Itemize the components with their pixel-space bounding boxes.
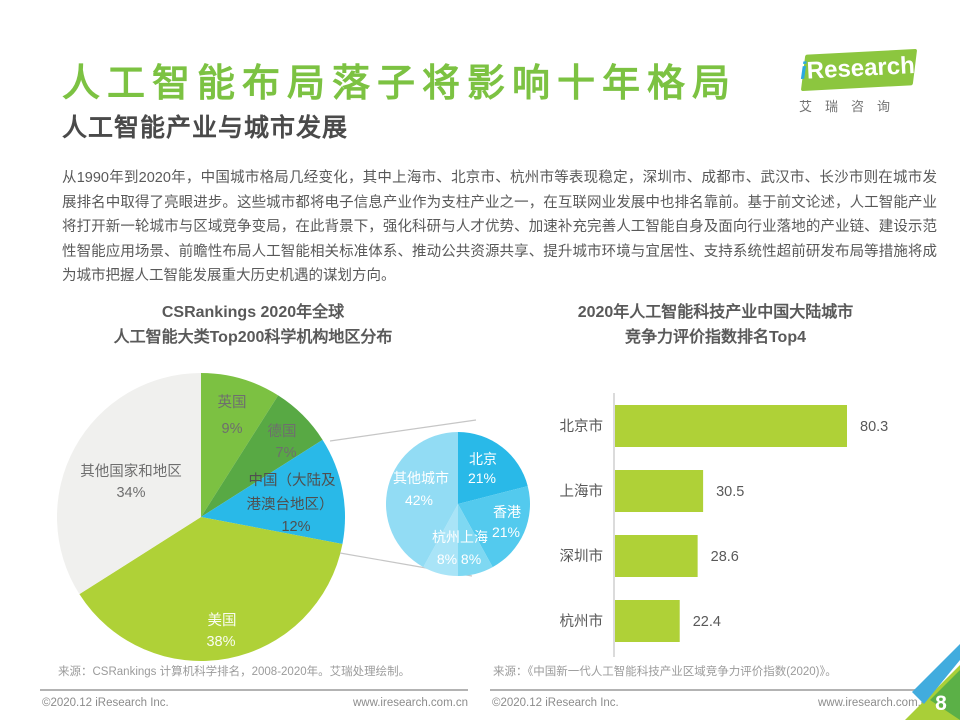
pie-slice-label: 北京	[469, 451, 497, 467]
footer-divider-right	[490, 689, 935, 691]
corner-green-triangle	[930, 670, 960, 720]
bar-chart-title-line1: 2020年人工智能科技产业中国大陆城市	[577, 304, 854, 321]
pie-chart-title-line2: 人工智能大类Top200科学机构地区分布	[113, 329, 393, 346]
pie-slice-label: 21%	[468, 470, 496, 486]
pie-slice	[201, 395, 323, 517]
pie-slice	[458, 486, 530, 568]
bar-category-label: 北京市	[560, 418, 604, 435]
callout-line-top	[329, 419, 477, 442]
logo-research-text: Research	[806, 52, 916, 85]
pie-slice-label: 美国	[208, 612, 237, 629]
pie-slice-label: 其他城市	[393, 470, 449, 486]
pie-slice	[79, 517, 343, 662]
pie-slice-label: 12%	[281, 519, 310, 535]
copyright-left: ©2020.12 iResearch Inc.	[42, 697, 169, 709]
bar-value-label: 30.5	[716, 484, 744, 500]
bar-value-label: 80.3	[860, 419, 888, 435]
pie-slice-label: 港澳台地区）	[247, 496, 334, 513]
source-note-left: 来源：CSRankings 计算机科学排名，2008-2020年。艾瑞处理绘制。	[58, 666, 411, 678]
bar-category-label: 深圳市	[560, 548, 604, 565]
pie-slice	[201, 439, 345, 544]
iresearch-logo: iResearch 艾瑞咨询	[793, 47, 921, 116]
bar-category-label: 上海市	[560, 483, 604, 500]
pie-slice-label: 42%	[405, 492, 433, 508]
page-number: 8	[935, 692, 947, 715]
pie-slice	[386, 432, 458, 568]
source-note-right: 来源：《中国新一代人工智能科技产业区域竞争力评价指数(2020)》。	[493, 666, 837, 678]
pie-slice-label: 香港	[493, 504, 521, 520]
site-url-right[interactable]: www.iresearch.com.cn	[817, 697, 933, 709]
copyright-right: ©2020.12 iResearch Inc.	[492, 697, 619, 709]
body-paragraph: 从1990年到2020年，中国城市格局几经变化，其中上海市、北京市、杭州市等表现…	[62, 170, 937, 284]
pie-slice-label: 34%	[116, 485, 145, 501]
bar	[615, 535, 698, 577]
pie-chart-title-line1: CSRankings 2020年全球	[161, 304, 345, 321]
pie-slice	[458, 432, 528, 504]
bar	[615, 405, 847, 447]
logo-caption: 艾瑞咨询	[799, 99, 904, 114]
pie-slice-label: 21%	[492, 524, 520, 540]
pie-slice-label: 38%	[206, 634, 235, 650]
pie-slice-label-combined: 8% 8%	[437, 551, 481, 567]
site-url-left[interactable]: www.iresearch.com.cn	[352, 697, 468, 709]
page-title: 人工智能布局落子将影响十年格局	[62, 63, 738, 105]
bar-chart-title: 2020年人工智能科技产业中国大陆城市 竞争力评价指数排名Top4	[503, 300, 928, 350]
bar-value-label: 22.4	[693, 614, 721, 630]
pie-slice-label: 9%	[222, 421, 243, 437]
pie-slice-label: 其他国家和地区	[80, 463, 182, 480]
logo-wordmark: iResearch	[794, 47, 921, 93]
pie-slice-label: 7%	[276, 445, 297, 461]
pie-slice	[423, 504, 458, 576]
bar	[615, 600, 680, 642]
pie-slice-label-combined: 杭州上海	[432, 529, 488, 545]
corner-decoration: 8	[905, 644, 960, 720]
footer-divider-left	[40, 689, 468, 691]
bar-chart-title-line2: 竞争力评价指数排名Top4	[624, 329, 807, 346]
pie-slice-label: 中国（大陆及	[249, 472, 336, 489]
bar-value-label: 28.6	[711, 549, 739, 565]
pie-slice	[56, 373, 201, 595]
bar-category-label: 杭州市	[560, 613, 604, 630]
pie-chart-title: CSRankings 2020年全球 人工智能大类Top200科学机构地区分布	[23, 300, 483, 350]
bar	[615, 470, 704, 512]
pie-slice	[458, 504, 493, 576]
pie-slice-label: 德国	[268, 423, 297, 440]
page-subtitle: 人工智能产业与城市发展	[62, 114, 349, 142]
pie-slice-label: 英国	[218, 393, 247, 411]
pie-slice	[201, 373, 279, 517]
corner-blue-stripe	[912, 644, 960, 704]
